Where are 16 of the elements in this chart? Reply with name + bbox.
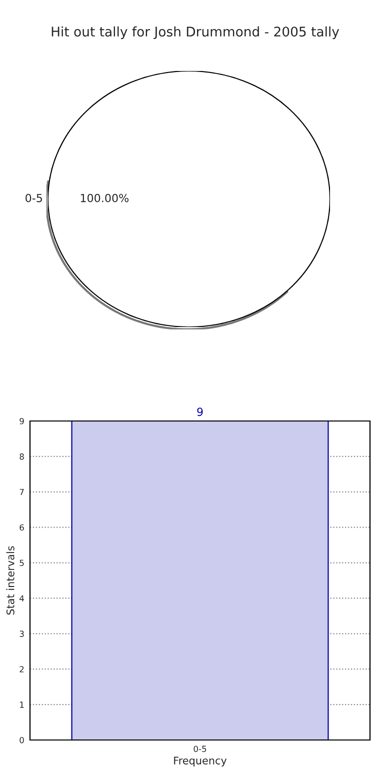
y-tick-label: 6 [20,524,24,531]
y-tick-label: 7 [20,488,24,496]
y-tick-label: 5 [20,560,24,566]
data-label: 9 [197,408,203,416]
y-tick-label: 4 [20,595,24,602]
y-axis-title: Stat intervals [6,546,14,615]
chart-title: Hit out tally for Josh Drummond - 2005 tally [52,26,340,40]
y-tick-label: 0 [20,736,24,744]
y-tick-label: 3 [20,630,24,637]
y-tick-label: 2 [20,666,24,672]
y-tick-label: 9 [20,418,24,424]
y-tick-label: 8 [20,453,24,460]
y-tick-label: 1 [20,702,24,708]
slice-label: 0-5 [26,194,42,202]
data-label: 100.00% [80,194,129,202]
x-axis-title: Frequency [174,756,227,766]
